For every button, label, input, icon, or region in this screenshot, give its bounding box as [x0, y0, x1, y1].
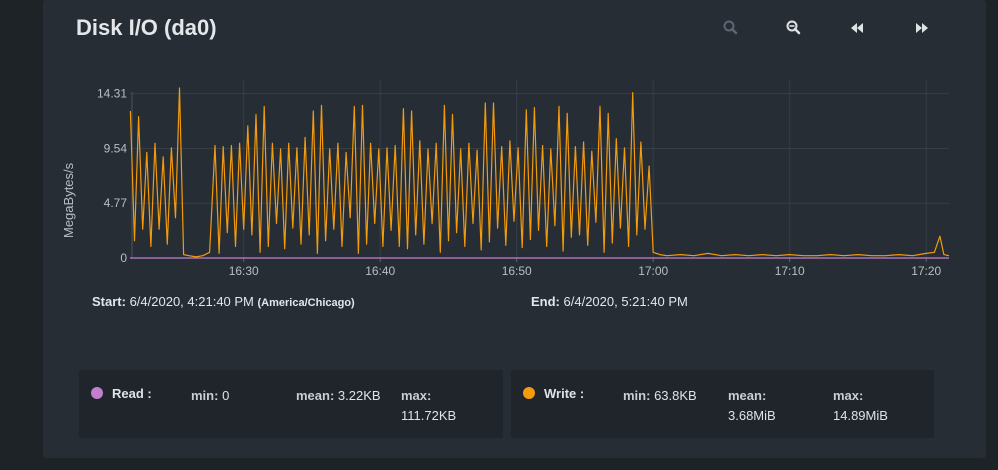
x-tick-label: 16:30: [229, 264, 259, 278]
disk-io-chart[interactable]: 0 4.77 9.54 14.31 16:30 16:40 16:50 17:00 17:10…: [43, 0, 986, 290]
read-mean: mean: 3.22KB: [296, 388, 381, 403]
read-max: max: 111.72KB: [401, 388, 457, 423]
write-mean: mean: 3.68MiB: [728, 388, 776, 423]
rewind-icon: [851, 23, 863, 33]
y-tick-label: 4.77: [104, 196, 128, 210]
x-tick-label: 17:00: [638, 264, 668, 278]
zoom-in-icon: [723, 20, 738, 35]
series-lines: [129, 87, 950, 259]
zoom-in-button[interactable]: [721, 18, 741, 38]
start-range: Start: 6/4/2020, 4:21:40 PM (America/Chi…: [92, 294, 355, 309]
start-label: Start:: [92, 294, 126, 309]
y-tick-label: 0: [120, 251, 127, 265]
read-label: Read :: [112, 386, 152, 401]
timezone: (America/Chicago): [257, 297, 355, 309]
x-ticks: 16:30 16:40 16:50 17:00 17:10 17:20: [229, 264, 942, 278]
rewind-button[interactable]: [847, 18, 867, 38]
y-ticks: 0 4.77 9.54 14.31: [97, 87, 127, 265]
x-tick-label: 17:10: [775, 264, 805, 278]
start-value: 6/4/2020, 4:21:40 PM: [129, 294, 254, 309]
zoom-out-icon: [786, 20, 801, 35]
legend-read[interactable]: Read : min: 0 mean: 3.22KB max: 111.72KB: [79, 370, 503, 438]
chart-title: Disk I/O (da0): [76, 15, 217, 40]
read-color-dot: [91, 387, 103, 399]
legend-write[interactable]: Write : min: 63.8KB mean: 3.68MiB max: 14.…: [511, 370, 934, 438]
read-min: min: 0: [191, 388, 230, 403]
disk-io-card: Disk I/O (da0) MegaBytes/s 0 4.77 9.54 14.3…: [43, 0, 986, 458]
write-min: min: 63.8KB: [623, 388, 697, 403]
end-value: 6/4/2020, 5:21:40 PM: [563, 294, 688, 309]
y-tick-label: 14.31: [97, 87, 127, 101]
end-range: End: 6/4/2020, 5:21:40 PM: [531, 294, 688, 309]
y-tick-label: 9.54: [104, 141, 128, 155]
zoom-out-button[interactable]: [784, 18, 804, 38]
series-line-write: [129, 87, 950, 258]
end-label: End:: [531, 294, 560, 309]
fast-forward-icon: [916, 23, 928, 33]
grid: [130, 80, 949, 262]
write-label: Write :: [544, 386, 585, 401]
x-tick-label: 17:20: [911, 264, 941, 278]
x-tick-label: 16:40: [365, 264, 395, 278]
x-tick-label: 16:50: [502, 264, 532, 278]
fast-forward-button[interactable]: [912, 18, 932, 38]
write-max: max: 14.89MiB: [833, 388, 888, 423]
write-color-dot: [523, 387, 535, 399]
